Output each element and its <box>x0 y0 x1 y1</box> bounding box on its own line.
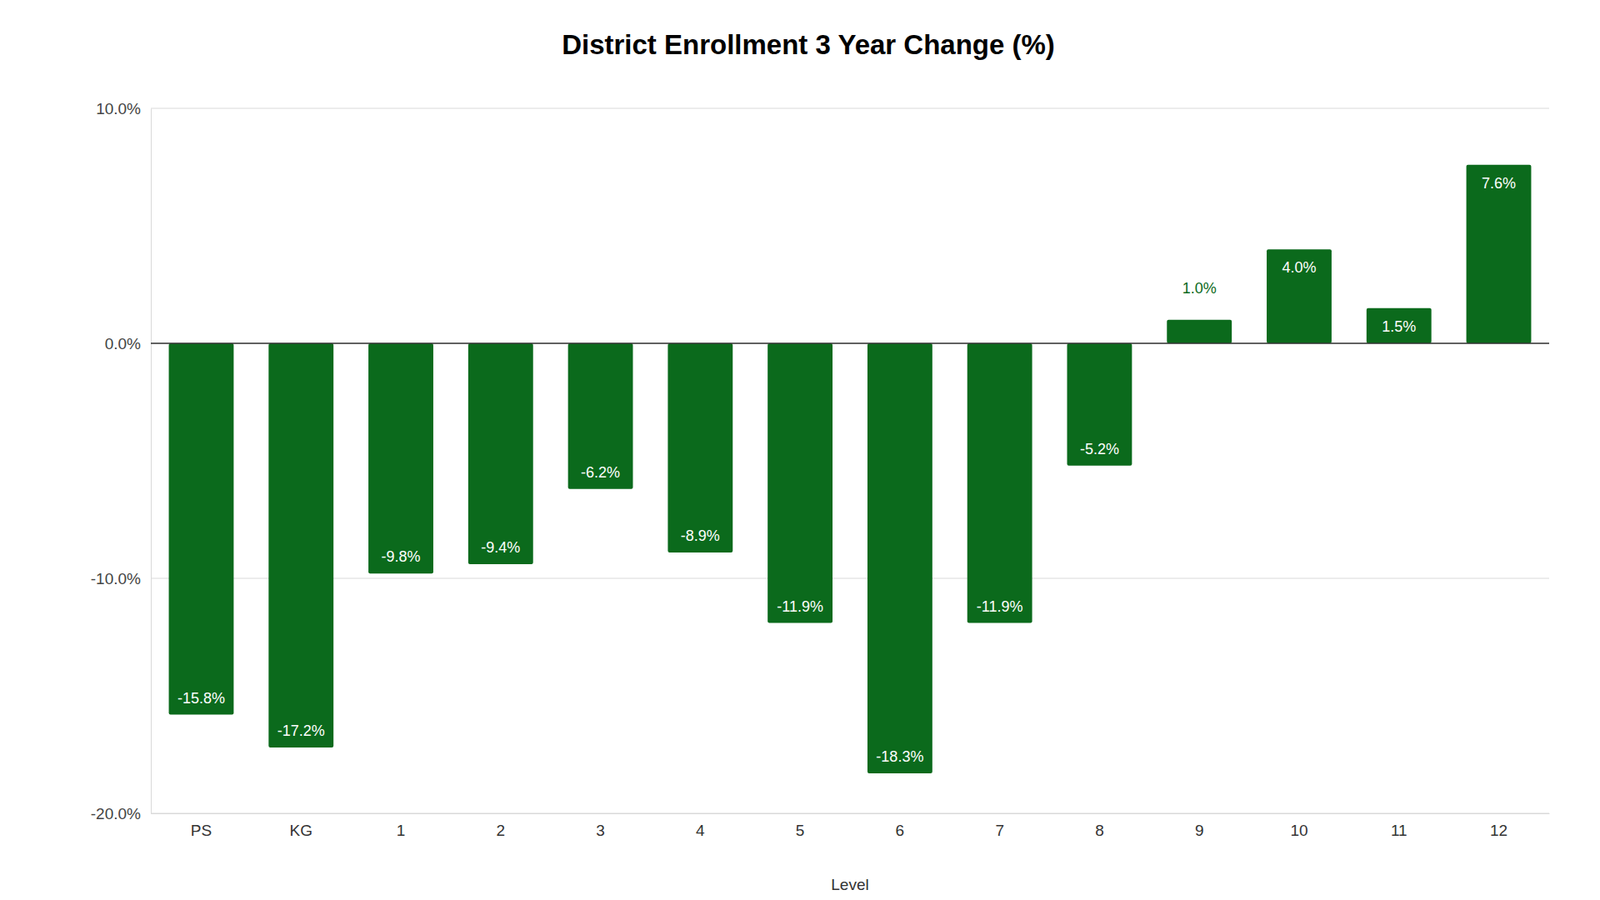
x-tick: KG <box>290 813 313 840</box>
bar <box>1266 249 1332 344</box>
x-tick-label: PS <box>190 821 212 840</box>
x-tick: 10 <box>1290 813 1308 840</box>
data-label: 7.6% <box>1481 175 1516 192</box>
data-label: -9.8% <box>381 548 421 565</box>
bar <box>169 343 235 715</box>
x-tick-label: 9 <box>1195 821 1205 840</box>
data-label: -18.3% <box>875 748 924 765</box>
x-tick-label: 1 <box>396 821 406 840</box>
x-axis-title: Level <box>830 875 869 894</box>
x-tick-label: 7 <box>995 821 1005 840</box>
x-tick-label: 2 <box>496 821 506 840</box>
data-label: -5.2% <box>1080 440 1120 458</box>
x-tick: 6 <box>895 813 905 840</box>
data-label: -11.9% <box>976 598 1024 615</box>
x-tick: 2 <box>496 813 506 840</box>
grid-line <box>150 578 1550 580</box>
x-tick: 11 <box>1390 813 1408 840</box>
y-tick: 0.0% <box>105 335 151 353</box>
x-tick-label: 3 <box>595 821 605 840</box>
grid <box>150 108 1550 814</box>
y-tick-label: 10.0% <box>95 100 141 118</box>
y-axis-line <box>150 109 152 815</box>
x-tick: 7 <box>995 813 1005 840</box>
x-tick-label: KG <box>290 821 313 840</box>
baseline <box>150 342 1550 345</box>
data-label: 1.0% <box>1182 280 1217 297</box>
data-label: 1.5% <box>1381 318 1416 335</box>
bar <box>867 343 933 774</box>
bar <box>967 343 1033 624</box>
data-label: -17.2% <box>277 722 325 740</box>
x-tick: 12 <box>1490 813 1508 840</box>
x-tick: 4 <box>695 813 705 840</box>
data-label: -9.4% <box>480 539 520 556</box>
y-tick-label: -20.0% <box>90 805 141 823</box>
y-axis: -20.0% -10.0% 0.0% 10.0% <box>90 100 152 823</box>
x-tick-label: 6 <box>895 821 905 840</box>
x-axis-line <box>151 813 1550 815</box>
x-tick-label: 10 <box>1290 821 1308 840</box>
y-tick: 10.0% <box>95 100 151 118</box>
data-label: -11.9% <box>776 598 824 615</box>
bar <box>468 343 534 565</box>
x-tick: 5 <box>795 813 805 840</box>
grid-line <box>150 343 1550 345</box>
data-label: -8.9% <box>680 527 720 545</box>
x-tick: 8 <box>1095 813 1105 840</box>
x-axis: PSKG123456789101112 <box>151 813 1550 840</box>
grid-line <box>150 108 1550 110</box>
bar <box>1067 343 1133 466</box>
bar <box>1366 308 1432 344</box>
x-tick-label: 5 <box>795 821 805 840</box>
y-tick: -10.0% <box>90 570 151 588</box>
plot: -20.0%-10.0%0.0%10.0%PSKG123456789101112… <box>90 100 1550 840</box>
y-tick-label: -10.0% <box>90 570 141 588</box>
x-tick-label: 4 <box>695 821 705 840</box>
bar <box>268 343 334 748</box>
x-tick: PS <box>190 813 212 840</box>
bar <box>1466 165 1532 344</box>
x-tick-label: 12 <box>1490 821 1508 840</box>
data-label: -6.2% <box>580 464 620 481</box>
bar <box>767 343 833 624</box>
data-labels: -15.8% -17.2% -9.8% -9.4% -6.2% -8.9% -11.9% -1… <box>177 175 1516 765</box>
bar <box>667 343 733 553</box>
bar <box>368 343 434 574</box>
data-label: -15.8% <box>177 690 225 707</box>
y-tick-label: 0.0% <box>105 335 141 353</box>
x-tick: 1 <box>396 813 406 840</box>
grid-line <box>150 813 1550 815</box>
data-label: 4.0% <box>1281 259 1316 276</box>
y-tick: -20.0% <box>90 805 151 823</box>
x-tick-label: 8 <box>1095 821 1105 840</box>
x-tick-label: 11 <box>1390 821 1408 840</box>
bar <box>1166 320 1232 344</box>
x-tick: 9 <box>1195 813 1205 840</box>
title: District Enrollment 3 Year Change (%) <box>561 29 1055 60</box>
bar <box>568 343 634 490</box>
bars <box>169 165 1532 774</box>
x-tick: 3 <box>595 813 605 840</box>
chart: -20.0%-10.0%0.0%10.0%PSKG123456789101112… <box>0 0 1600 900</box>
